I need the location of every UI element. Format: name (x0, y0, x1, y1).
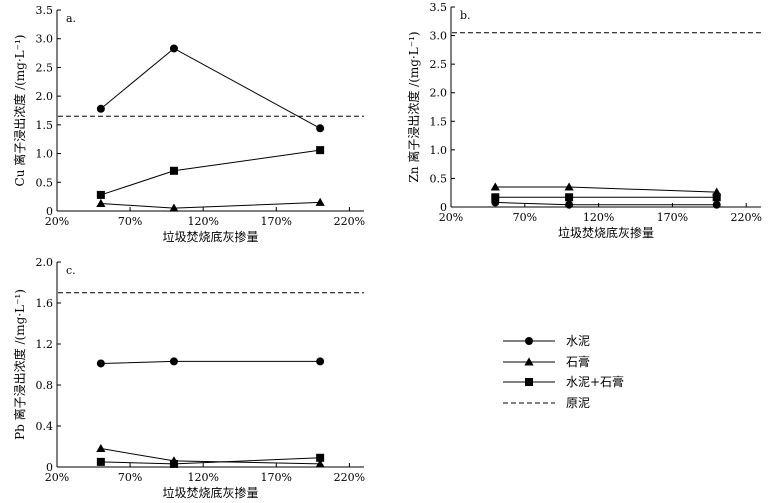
y-tick-label: 0.5 (36, 176, 54, 189)
data-point-circle (565, 200, 574, 209)
data-point-triangle (169, 203, 179, 212)
data-point-triangle (564, 182, 574, 191)
data-point-circle (169, 44, 178, 53)
x-tick-label: 220% (334, 215, 365, 228)
y-tick-label: 2.0 (36, 90, 54, 103)
data-point-square (316, 453, 325, 462)
y-tick-label: 3.0 (36, 33, 54, 46)
x-tick-label: 170% (261, 215, 292, 228)
y-tick-label: 3.5 (36, 4, 54, 17)
x-tick-label: 70% (118, 215, 142, 228)
y-tick-label: 1.5 (430, 115, 448, 128)
y-tick-label: 0.4 (36, 420, 54, 433)
x-tick-label: 120% (583, 211, 614, 224)
y-tick-label: 0 (440, 201, 447, 214)
data-point-square (316, 146, 325, 155)
data-point-square (169, 459, 178, 468)
y-tick-label: 1.0 (36, 148, 54, 161)
legend-entry: 水泥+石膏 (503, 374, 624, 389)
data-point-triangle (315, 197, 325, 206)
legend-label: 石膏 (566, 354, 590, 369)
legend-label: 水泥 (566, 334, 590, 348)
y-tick-label: 2.5 (36, 61, 54, 74)
data-point-square (169, 166, 178, 175)
data-point-triangle (96, 198, 106, 207)
y-tick-label: 1.2 (36, 338, 54, 351)
chart-panel-2: 0 0.5 1.0 1.5 2.0 2.5 3.0 3.5 20% 70% 120% 170% 220%… (406, 1, 762, 240)
data-point-circle (96, 359, 105, 368)
data-point-triangle (315, 459, 325, 468)
series-square (491, 193, 721, 202)
x-axis-title: 垃圾焚烧底灰掺量 (558, 225, 654, 240)
panel-label: b. (460, 9, 471, 22)
legend-marker-triangle (524, 357, 534, 366)
x-tick-label: 70% (513, 211, 537, 224)
series-circle (96, 357, 325, 368)
series-square (96, 146, 325, 199)
chart-panel-1: 0 0.5 1.0 1.5 2.0 2.5 3.0 3.5 20% 70% 120% 170% 220%… (12, 4, 365, 244)
y-axis-title: Cu 离子浸出浓度 /(mg·L⁻¹) (12, 35, 27, 187)
x-tick-label: 20% (45, 215, 69, 228)
series-triangle (96, 197, 325, 212)
y-tick-label: 2.0 (36, 256, 54, 269)
series-square (96, 453, 325, 468)
x-tick-label: 120% (187, 215, 218, 228)
data-point-circle (316, 124, 325, 133)
legend-label: 水泥+石膏 (566, 374, 624, 389)
x-axis-title: 垃圾焚烧底灰掺量 (162, 485, 258, 500)
legend-label: 原泥 (566, 396, 590, 410)
y-axis-title: Pb 离子浸出浓度 /(mg·L⁻¹) (12, 289, 27, 440)
data-point-circle (712, 200, 721, 209)
y-tick-label: 2.0 (430, 87, 448, 100)
x-tick-label: 20% (45, 471, 69, 484)
x-tick-label: 170% (261, 471, 292, 484)
x-tick-label: 120% (187, 471, 218, 484)
x-tick-label: 20% (439, 211, 463, 224)
x-tick-label: 220% (731, 211, 762, 224)
series-circle (96, 44, 325, 133)
y-tick-label: 1.6 (36, 297, 54, 310)
x-axis-title: 垃圾焚烧底灰掺量 (162, 229, 258, 244)
y-tick-label: 3.5 (430, 1, 448, 14)
y-tick-label: 0 (46, 461, 53, 474)
legend-entry: 水泥 (503, 334, 590, 348)
data-point-circle (96, 104, 105, 113)
data-point-circle (316, 357, 325, 366)
y-tick-label: 0.8 (36, 379, 54, 392)
data-point-square (491, 193, 500, 202)
chart-panel-3: 0 0.4 0.8 1.2 1.6 2.0 20% 70% 120% 170% 220% 垃圾焚烧底灰… (12, 256, 365, 500)
y-tick-label: 0 (46, 205, 53, 218)
y-tick-label: 3.0 (430, 30, 448, 43)
legend-marker-square (525, 378, 533, 386)
data-point-square (712, 193, 721, 202)
data-point-square (96, 190, 105, 199)
y-axis-title: Zn 离子浸出浓度 /(mg·L⁻¹) (406, 31, 421, 182)
x-tick-label: 70% (118, 471, 142, 484)
y-tick-label: 2.5 (430, 58, 448, 71)
data-point-circle (169, 357, 178, 366)
legend-entry: 石膏 (503, 354, 590, 369)
data-point-triangle (96, 443, 106, 452)
y-tick-label: 0.5 (430, 172, 448, 185)
data-point-square (565, 193, 574, 202)
data-point-triangle (490, 182, 500, 191)
y-tick-label: 1.5 (36, 119, 54, 132)
legend-marker-circle (525, 337, 533, 345)
x-tick-label: 220% (334, 471, 365, 484)
data-point-square (96, 457, 105, 466)
legend-entry: 原泥 (503, 396, 590, 410)
panel-label: c. (66, 264, 76, 277)
x-tick-label: 170% (657, 211, 688, 224)
panel-label: a. (66, 12, 76, 25)
y-tick-label: 1.0 (430, 144, 448, 157)
